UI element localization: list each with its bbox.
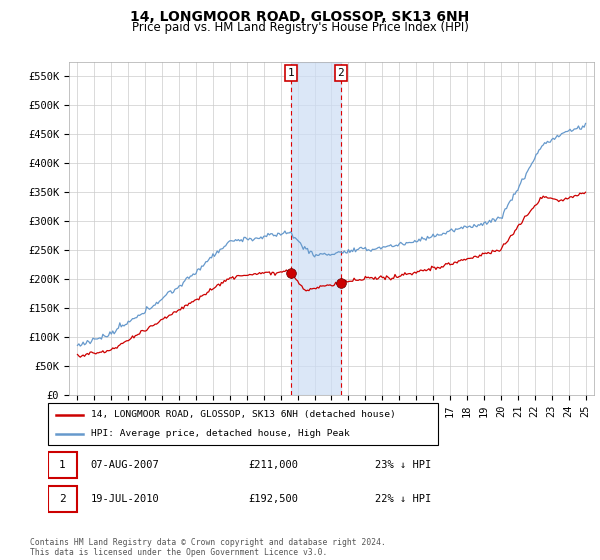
Text: 22% ↓ HPI: 22% ↓ HPI	[376, 494, 431, 504]
Text: 2: 2	[59, 494, 66, 504]
FancyBboxPatch shape	[48, 486, 77, 512]
Text: 19-JUL-2010: 19-JUL-2010	[90, 494, 159, 504]
Text: Price paid vs. HM Land Registry's House Price Index (HPI): Price paid vs. HM Land Registry's House …	[131, 21, 469, 34]
Text: 23% ↓ HPI: 23% ↓ HPI	[376, 460, 431, 470]
Text: 1: 1	[59, 460, 66, 470]
Text: Contains HM Land Registry data © Crown copyright and database right 2024.
This d: Contains HM Land Registry data © Crown c…	[30, 538, 386, 557]
FancyBboxPatch shape	[48, 451, 77, 478]
Text: 1: 1	[287, 68, 294, 78]
Text: HPI: Average price, detached house, High Peak: HPI: Average price, detached house, High…	[91, 430, 350, 438]
Text: 07-AUG-2007: 07-AUG-2007	[90, 460, 159, 470]
Text: 14, LONGMOOR ROAD, GLOSSOP, SK13 6NH: 14, LONGMOOR ROAD, GLOSSOP, SK13 6NH	[130, 10, 470, 24]
Text: 14, LONGMOOR ROAD, GLOSSOP, SK13 6NH (detached house): 14, LONGMOOR ROAD, GLOSSOP, SK13 6NH (de…	[91, 410, 395, 419]
Text: £192,500: £192,500	[248, 494, 299, 504]
Text: 2: 2	[337, 68, 344, 78]
FancyBboxPatch shape	[48, 403, 438, 445]
Bar	[291, 62, 341, 395]
Text: £211,000: £211,000	[248, 460, 299, 470]
